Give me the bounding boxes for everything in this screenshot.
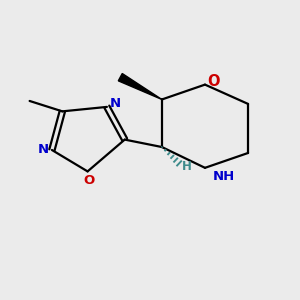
Text: O: O bbox=[83, 174, 95, 188]
Text: N: N bbox=[38, 143, 49, 156]
Polygon shape bbox=[118, 74, 162, 100]
Text: N: N bbox=[110, 97, 121, 110]
Text: O: O bbox=[208, 74, 220, 89]
Text: NH: NH bbox=[213, 170, 235, 183]
Text: H: H bbox=[182, 160, 191, 173]
